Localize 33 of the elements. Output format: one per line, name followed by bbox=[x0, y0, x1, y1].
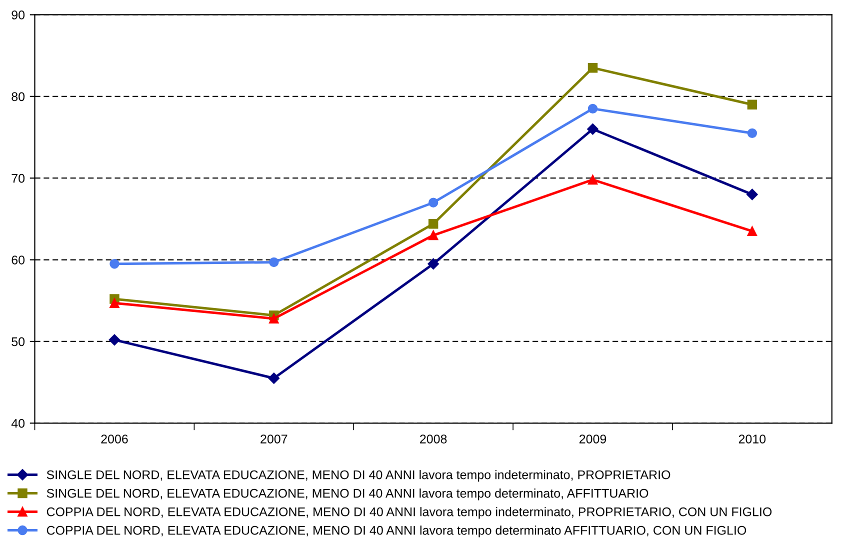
point bbox=[268, 372, 280, 384]
point bbox=[588, 174, 598, 185]
point bbox=[428, 258, 439, 270]
point bbox=[588, 104, 598, 114]
point bbox=[108, 334, 120, 346]
y-tick-label: 80 bbox=[12, 92, 25, 102]
point bbox=[428, 218, 438, 229]
point bbox=[587, 123, 598, 135]
point bbox=[269, 314, 279, 324]
point bbox=[746, 188, 758, 200]
legend-label: COPPIA DEL NORD, ELEVATA EDUCAZIONE, MENO DI 40 ANNI lavora tempo indeterminato, PROPRIETARIO, CON UN FIGLIO bbox=[46, 507, 772, 519]
legend-label: SINGLE DEL NORD, ELEVATA EDUCAZIONE, MENO DI 40 ANNI lavora tempo indeterminato, PROPRIETARIO bbox=[46, 470, 670, 482]
x-tick-label: 2008 bbox=[420, 434, 447, 444]
x-tick-label: 2009 bbox=[579, 434, 606, 444]
point bbox=[747, 100, 758, 110]
point bbox=[269, 257, 279, 268]
point bbox=[428, 230, 438, 240]
point bbox=[110, 298, 120, 308]
x-tick-label: 2006 bbox=[101, 434, 128, 444]
point bbox=[747, 226, 758, 236]
y-tick-label: 60 bbox=[12, 256, 25, 264]
point bbox=[747, 128, 758, 138]
legend-label: SINGLE DEL NORD, ELEVATA EDUCAZIONE, MENO DI 40 ANNI lavora tempo determinato, AFFITTUARIO bbox=[46, 488, 648, 500]
legend-label: COPPIA DEL NORD, ELEVATA EDUCAZIONE, MENO DI 40 ANNI lavora tempo determinato AFFITTUARIO, CON UN FIGLIO bbox=[46, 526, 746, 538]
y-tick-label: 70 bbox=[12, 174, 25, 183]
x-tick-label: 2010 bbox=[738, 434, 766, 444]
x-tick-label: 2007 bbox=[260, 434, 288, 444]
point bbox=[110, 259, 120, 269]
y-tick-label: 90 bbox=[12, 10, 25, 20]
y-tick-label: 40 bbox=[11, 418, 25, 428]
point bbox=[428, 198, 438, 208]
point bbox=[588, 62, 598, 73]
y-tick-label: 50 bbox=[12, 337, 25, 346]
